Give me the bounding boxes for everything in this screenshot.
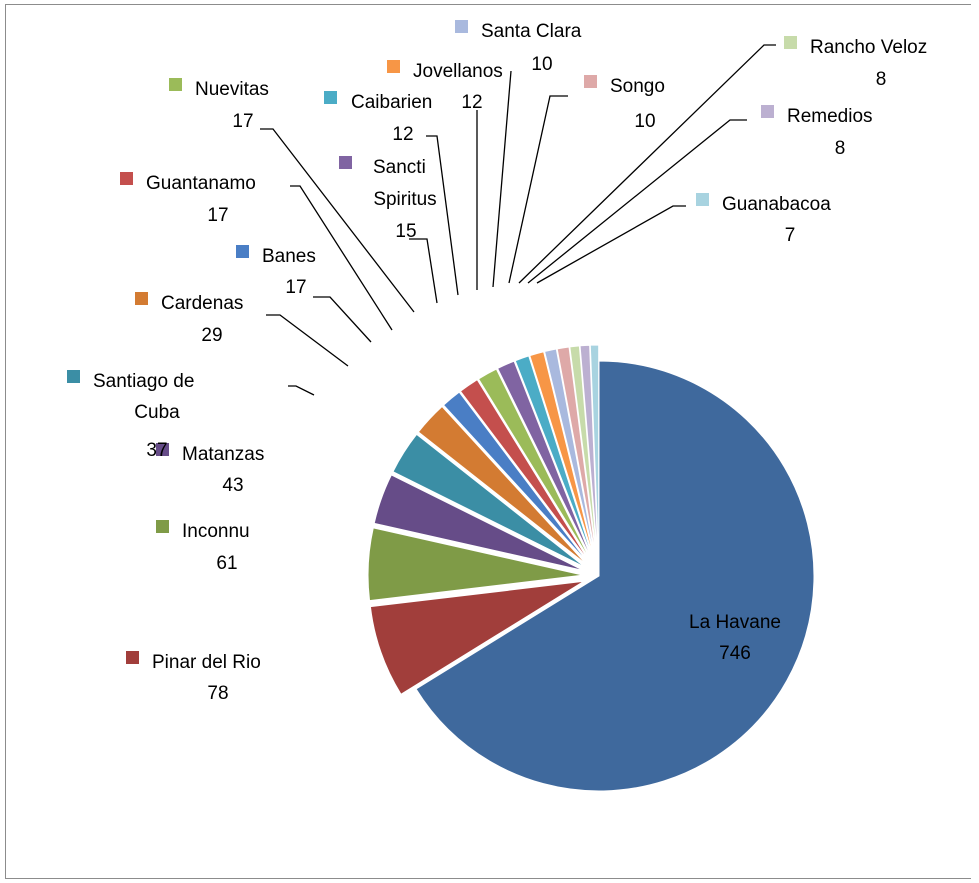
legend-key-guantanamo: [120, 172, 133, 185]
pie-slice-guanabacoa: [589, 344, 600, 561]
leader-line-remedios: [527, 119, 747, 284]
label-cardenas-name: Cardenas: [161, 293, 243, 314]
legend-keys: [67, 20, 797, 664]
pie-slice-santa-clara: [543, 348, 597, 561]
leader-line-santa-clara: [492, 70, 512, 288]
label-inconnu-name: Inconnu: [182, 521, 250, 542]
legend-key-caibarien: [324, 91, 337, 104]
pie-slice-pinar-del-rio: [369, 580, 585, 695]
label-caibarien-name: Caibarien: [351, 92, 432, 113]
legend-key-cardenas: [135, 292, 148, 305]
label-santa-clara-name: Santa Clara: [481, 21, 582, 42]
label-sancti-name-line1: Sancti: [373, 157, 426, 178]
legend-key-sancti-spiritus: [339, 156, 352, 169]
label-nuevitas-value: 17: [232, 111, 253, 132]
label-remedios-name: Remedios: [787, 106, 873, 127]
label-nuevitas-name: Nuevitas: [195, 79, 269, 100]
label-songo-name: Songo: [610, 76, 665, 97]
leader-line-guanabacoa: [536, 205, 686, 284]
legend-key-pinar-del-rio: [126, 651, 139, 664]
legend-key-remedios: [761, 105, 774, 118]
legend-key-guanabacoa: [696, 193, 709, 206]
pie-slice-songo: [556, 346, 598, 561]
label-pinar-value: 78: [207, 683, 228, 704]
leader-line-santiago: [288, 385, 315, 396]
label-santiago-name-line1: Santiago de: [93, 371, 194, 392]
label-santa-clara-value: 10: [531, 54, 552, 75]
label-jovellanos-name: Jovellanos: [413, 61, 503, 82]
label-pinar-name: Pinar del Rio: [152, 652, 261, 673]
legend-key-nuevitas: [169, 78, 182, 91]
label-banes-value: 17: [285, 277, 306, 298]
label-guanabacoa-name: Guanabacoa: [722, 194, 831, 215]
pie-slice-banes: [442, 391, 590, 565]
pie-slice-jovellanos: [529, 351, 596, 561]
legend-key-santa-clara: [455, 20, 468, 33]
pie-slice-nuevitas: [477, 368, 592, 563]
leader-line-guantanamo: [290, 185, 393, 331]
label-rancho-veloz-name: Rancho Veloz: [810, 37, 927, 58]
label-la-havane-name: La Havane: [689, 612, 781, 633]
legend-key-banes: [236, 245, 249, 258]
pie-slice-caibarien: [514, 355, 595, 562]
label-remedios-value: 8: [835, 138, 846, 159]
leader-line-caibarien: [426, 135, 459, 296]
label-banes-name: Banes: [262, 246, 316, 267]
legend-key-matanzas: [156, 443, 169, 456]
label-jovellanos-value: 12: [461, 92, 482, 113]
legend-key-songo: [584, 75, 597, 88]
legend-key-inconnu: [156, 520, 169, 533]
pie-slice-cardenas: [417, 405, 588, 566]
label-guantanamo-name: Guantanamo: [146, 173, 256, 194]
pie-slice-rancho-veloz: [569, 345, 598, 561]
leader-lines: [260, 44, 776, 396]
label-guantanamo-value: 17: [207, 205, 228, 226]
label-caibarien-value: 12: [392, 124, 413, 145]
pie-slice-sancti-spiritus: [496, 360, 594, 562]
pie-slice-inconnu: [367, 527, 584, 602]
label-sancti-name-line2: Spiritus: [373, 189, 436, 210]
label-songo-value: 10: [634, 111, 655, 132]
leader-line-banes: [313, 296, 372, 343]
pie-slice-matanzas: [373, 474, 585, 572]
pie-slice-santiago-de-cuba: [392, 433, 586, 568]
label-santiago-name-line2: Cuba: [134, 402, 180, 423]
pie-slice-guantanamo: [459, 379, 591, 564]
label-inconnu-value: 61: [216, 553, 237, 574]
pie-slice-la-havane: [415, 360, 815, 792]
label-matanzas-name: Matanzas: [182, 444, 264, 465]
label-cardenas-value: 29: [201, 325, 222, 346]
data-labels: La Havane 746 Pinar del Rio 78 Inconnu 6…: [93, 21, 927, 704]
label-santiago-value: 37: [146, 440, 167, 461]
pie-slice-remedios: [579, 344, 599, 561]
label-guanabacoa-value: 7: [785, 225, 796, 246]
label-sancti-value: 15: [395, 221, 416, 242]
legend-key-santiago-de-cuba: [67, 370, 80, 383]
leader-line-nuevitas: [260, 128, 415, 313]
label-matanzas-value: 43: [222, 475, 243, 496]
leader-line-cardenas: [266, 314, 349, 367]
legend-key-rancho-veloz: [784, 36, 797, 49]
pie-slices: [367, 344, 815, 792]
leader-line-rancho-veloz: [518, 44, 776, 284]
leader-line-sancti: [409, 238, 438, 304]
leader-line-songo: [508, 95, 568, 284]
label-rancho-veloz-value: 8: [876, 69, 887, 90]
label-la-havane-value: 746: [719, 643, 751, 664]
legend-key-jovellanos: [387, 60, 400, 73]
